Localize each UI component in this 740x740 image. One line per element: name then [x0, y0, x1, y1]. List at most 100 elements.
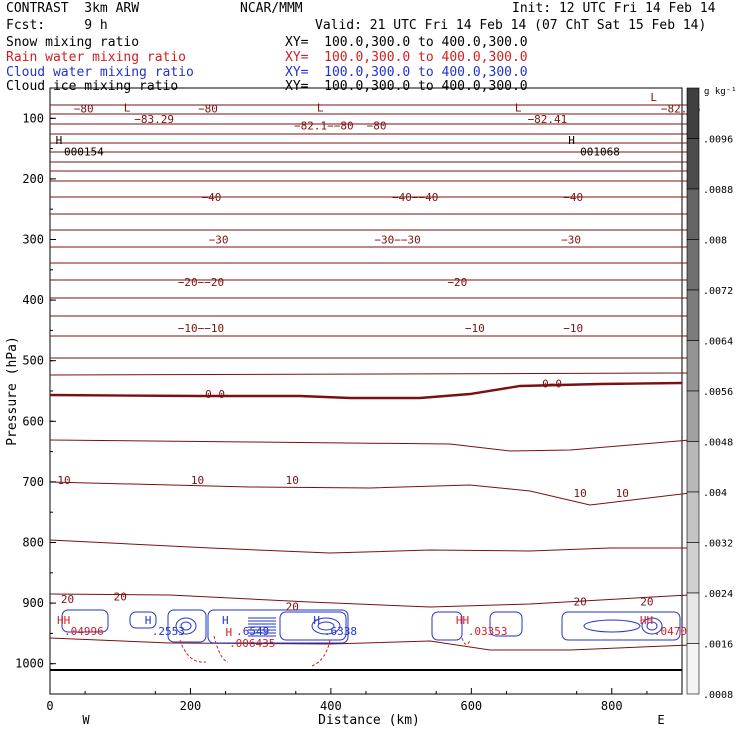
west-label: W [82, 713, 90, 727]
cloud-water-ring-4 [641, 617, 663, 635]
colorbar-box-0 [686, 87, 700, 139]
isotherm-zero [49, 381, 683, 400]
init-time: Init: 12 UTC Fri 14 Feb 14 [512, 1, 716, 16]
colorbar-box-1 [686, 138, 700, 190]
plot-frame [49, 87, 683, 695]
extremum-label-22: .03353 [468, 625, 508, 638]
east-label: E [657, 713, 664, 727]
colorbar-box-7 [686, 441, 700, 493]
colorbar-box-10 [686, 592, 700, 644]
colorbar-tick-label-4: .0064 [703, 337, 733, 348]
center-label: NCAR/MMM [240, 1, 303, 16]
colorbar-unit: g kg⁻¹ [704, 87, 737, 97]
legend-cloud-water-label: Cloud water mixing ratio [6, 65, 194, 80]
colorbar-tick-label-10: .0016 [703, 640, 733, 651]
x-tick-label-4: 800 [601, 699, 623, 713]
isotherm-23 [49, 593, 691, 608]
y-tick-label-4: 500 [22, 354, 44, 368]
isotherm-22 [49, 539, 690, 554]
isotherm-label-6: −40 [563, 191, 583, 204]
colorbar-tick-label-7: .004 [703, 488, 727, 499]
isotherm-label-22: 20 [61, 593, 74, 606]
y-tick-label-3: 400 [22, 293, 44, 307]
y-tick-label-1: 200 [22, 172, 44, 186]
colorbar-tick-label-2: .008 [703, 236, 727, 247]
isotherm-label-9: −30 [561, 234, 581, 247]
isotherm-label-14: −10 [563, 322, 583, 335]
legend-cloud-ice-xy: XY= 100.0,300.0 to 400.0,300.0 [285, 79, 528, 94]
legend-snow-label: Snow mixing ratio [6, 35, 140, 50]
legend-snow-xy: XY= 100.0,300.0 to 400.0,300.0 [285, 35, 528, 50]
isotherm-label-18: 10 [191, 474, 204, 487]
colorbar-box-9 [686, 542, 700, 594]
cloud-water-contour-7 [561, 611, 681, 641]
cloud-water-ring-1 [180, 621, 192, 631]
rain-contour-2 [311, 639, 331, 667]
extremum-label-4: −82.41 [528, 113, 568, 126]
extremum-label-10: 001068 [580, 146, 620, 159]
forecast-hour: Fcst: 9 h [6, 18, 108, 33]
extremum-label-11: HH [57, 614, 70, 627]
y-tick-label-7: 800 [22, 536, 44, 550]
isotherm-19 [49, 372, 691, 376]
isotherm-label-3: −80 [367, 120, 387, 133]
isotherm-20 [49, 439, 691, 452]
colorbar-tick-label-8: .0032 [703, 539, 733, 550]
colorbar-tick-label-6: .0048 [703, 438, 733, 449]
x-tick-label-1: 200 [180, 699, 202, 713]
cloud-water-contour-1 [129, 611, 157, 629]
legend-cloud-ice-label: Cloud ice mixing ratio [6, 79, 179, 94]
isotherm-label-1: −80 [198, 103, 218, 116]
rain-contour-1 [213, 635, 229, 663]
y-axis-title: Pressure (hPa) [5, 336, 20, 446]
x-tick-label-0: 0 [46, 699, 53, 713]
y-tick-label-5: 600 [22, 414, 44, 428]
rain-contour-0 [179, 639, 207, 663]
colorbar-box-4 [686, 289, 700, 341]
isotherm-label-19: 10 [286, 474, 299, 487]
isotherm-label-25: 20 [574, 595, 587, 608]
rain-contour-3 [461, 637, 471, 645]
colorbar-tick-label-1: .0088 [703, 185, 733, 196]
colorbar-box-2 [686, 188, 700, 240]
extremum-label-17: H [226, 626, 233, 639]
cloud-water-contour-6 [489, 611, 523, 637]
cloud-water-ring-5 [646, 621, 658, 631]
extremum-label-20: .6338 [324, 625, 357, 638]
valid-time: Valid: 21 UTC Fri 14 Feb 14 (07 ChT Sat … [315, 18, 707, 33]
cloud-water-contour-4 [279, 611, 347, 641]
isotherm-21 [49, 481, 691, 506]
y-tick-label-9: 1000 [15, 657, 44, 671]
isotherm-label-26: 20 [640, 595, 653, 608]
isotherm-label-23: 20 [114, 590, 127, 603]
extremum-label-1: −83.29 [134, 113, 174, 126]
y-tick-label-6: 700 [22, 475, 44, 489]
isotherm-label-17: 10 [57, 474, 70, 487]
cloud-water-ring-0 [175, 617, 197, 635]
isotherm-label-11: −20 [447, 276, 467, 289]
y-tick-label-0: 100 [22, 111, 44, 125]
extremum-label-7: H [56, 134, 63, 147]
isotherm-label-21: 10 [616, 487, 629, 500]
colorbar-box-11 [686, 643, 700, 695]
isotherm-24 [49, 637, 691, 651]
isotherm-label-16: 0−0 [542, 378, 562, 391]
extremum-label-8: 000154 [64, 146, 104, 159]
y-tick-label-2: 300 [22, 233, 44, 247]
legend-rain-label: Rain water mixing ratio [6, 50, 187, 65]
extremum-label-9: H [568, 134, 575, 147]
y-tick-label-8: 900 [22, 596, 44, 610]
isotherm-label-5: −40−−40 [392, 191, 438, 204]
colorbar-box-3 [686, 239, 700, 291]
cloud-water-ring-3 [317, 621, 335, 631]
isotherm-label-15: 0 0 [205, 388, 225, 401]
colorbar-box-8 [686, 491, 700, 543]
extremum-label-5: L [650, 91, 657, 104]
cloud-water-contour-2 [167, 609, 207, 643]
colorbar-tick-label-0: .0096 [703, 135, 733, 146]
isotherm-label-24: 20 [286, 601, 299, 614]
cloud-water-ring-6 [583, 619, 641, 633]
legend-cloud-water-xy: XY= 100.0,300.0 to 400.0,300.0 [285, 65, 528, 80]
isotherm-label-2: −82.1−−80 [294, 120, 354, 133]
